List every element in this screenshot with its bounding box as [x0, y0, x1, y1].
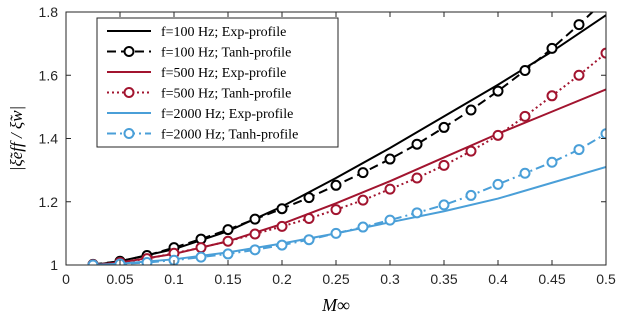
legend-box — [96, 17, 339, 148]
y-axis-label: |ξ̃eff / ξ̃w| — [7, 106, 26, 171]
series-6-point — [222, 248, 234, 260]
y-tick-label: 1.4 — [39, 131, 59, 147]
series-6-point — [546, 156, 558, 168]
series-line-3 — [92, 88, 606, 265]
series-4-point — [600, 47, 606, 59]
series-2-point — [438, 121, 450, 133]
series-2-point — [492, 85, 504, 97]
series-4-point — [492, 129, 504, 141]
series-6-point — [276, 239, 288, 251]
plot-area — [87, 12, 606, 265]
series-2-point — [573, 19, 585, 31]
series-6-point — [357, 221, 369, 233]
series-4-point — [438, 159, 450, 171]
x-tick-label: 0.35 — [430, 271, 457, 287]
series-2-point — [222, 224, 234, 236]
series-4-point — [546, 90, 558, 102]
series-6-point — [249, 244, 261, 256]
series-2-point — [546, 42, 558, 54]
x-tick-label: 0.25 — [322, 271, 349, 287]
x-tick-label: 0.05 — [106, 271, 133, 287]
series-6-point — [519, 167, 531, 179]
legend-label-3: f=500 Hz; Exp-profile — [161, 66, 286, 81]
series-4-point — [573, 69, 585, 81]
legend: f=100 Hz; Exp-profile f=100 Hz; Tanh-prof… — [96, 17, 339, 148]
x-axis-label: M∞ — [321, 295, 350, 315]
x-tick-label: 0.5 — [596, 271, 616, 287]
series-6-point — [330, 227, 342, 239]
series-6-point — [195, 251, 207, 263]
axis-labels: M∞ |ξ̃eff / ξ̃w| — [7, 106, 350, 315]
series-6-point — [573, 144, 585, 156]
series-4-point — [222, 235, 234, 247]
series-2-point — [465, 104, 477, 116]
series-4-point — [465, 145, 477, 157]
legend-marker-4 — [123, 87, 135, 98]
legend-label-1: f=100 Hz; Exp-profile — [161, 25, 286, 40]
series-4-point — [384, 183, 396, 195]
y-tick-label: 1.6 — [39, 67, 59, 83]
x-tick-label: 0.3 — [380, 271, 400, 287]
series-2-point — [384, 153, 396, 165]
x-tick-label: 0.45 — [538, 271, 565, 287]
series-4-point — [411, 172, 423, 184]
series-4-point — [357, 194, 369, 206]
series-6-point — [465, 189, 477, 201]
series-4-point — [330, 204, 342, 216]
y-tick-label: 1.8 — [39, 4, 59, 20]
series-6-point — [600, 128, 606, 140]
series-4-point — [195, 242, 207, 254]
series-6-point — [384, 214, 396, 226]
x-tick-label: 0.15 — [214, 271, 241, 287]
series-2-point — [411, 138, 423, 150]
y-tick-label: 1 — [50, 257, 58, 273]
series-6-point — [87, 259, 99, 265]
legend-label-2: f=100 Hz; Tanh-profile — [161, 46, 291, 61]
legend-marker-6 — [123, 128, 135, 139]
series-6-point — [303, 234, 315, 246]
x-tick-label: 0 — [62, 271, 70, 287]
series-4-point — [519, 110, 531, 122]
series-6-point — [141, 256, 153, 265]
x-tick-label: 0.4 — [488, 271, 508, 287]
series-6-point — [438, 199, 450, 211]
series-6-point — [492, 178, 504, 190]
axes: 0 0.05 0.1 0.15 0.2 0.25 0.3 0.35 0.4 0.45 0.5 1 1.2… — [39, 4, 616, 287]
series-2-point — [249, 213, 261, 225]
series-2-point — [357, 167, 369, 179]
x-tick-label: 0.2 — [272, 271, 292, 287]
series-2-point — [330, 179, 342, 191]
series-4-point — [303, 213, 315, 225]
legend-label-4: f=500 Hz; Tanh-profile — [161, 87, 291, 102]
series-4-point — [249, 228, 261, 240]
x-tick-label: 0.1 — [164, 271, 184, 287]
series-2-point — [276, 203, 288, 215]
series-2-point — [303, 192, 315, 204]
series-6-point — [411, 207, 423, 219]
series-4-point — [276, 220, 288, 232]
legend-marker-2 — [123, 46, 135, 57]
legend-label-6: f=2000 Hz; Tanh-profile — [161, 128, 298, 143]
y-tick-label: 1.2 — [39, 194, 59, 210]
legend-label-5: f=2000 Hz; Exp-profile — [161, 107, 293, 122]
series-2-point — [519, 65, 531, 77]
